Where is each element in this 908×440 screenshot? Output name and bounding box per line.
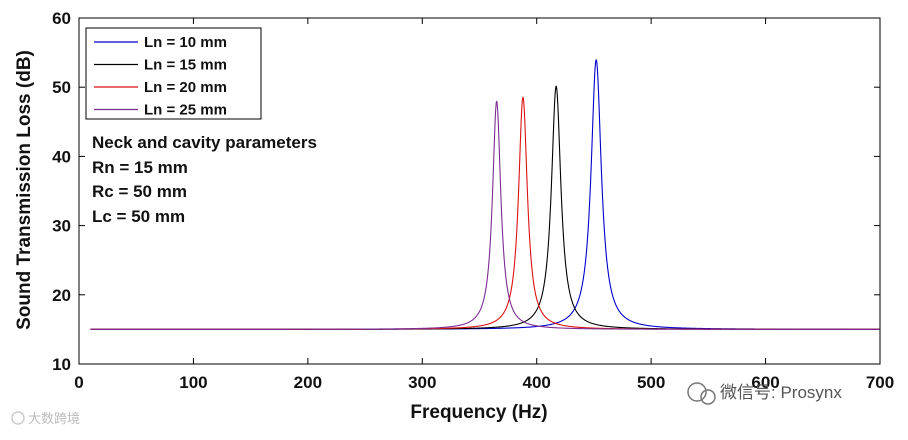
plot-frame — [78, 17, 881, 365]
x-tick-label: 100 — [179, 373, 207, 392]
x-axis-title: Frequency (Hz) — [410, 402, 547, 423]
legend: Ln = 10 mm Ln = 15 mm Ln = 20 mm Ln = 25 mm — [85, 27, 262, 120]
y-tick-label: 60 — [52, 9, 71, 28]
y-axis-title: Sound Transmission Loss (dB) — [14, 50, 35, 330]
y-tick-label: 40 — [52, 147, 71, 166]
watermark-right: 微信号: Prosynx — [687, 382, 842, 405]
x-tick-label: 200 — [294, 373, 322, 392]
watermark-left: 大数跨境 — [11, 411, 80, 426]
watermark-left-text: 大数跨境 — [28, 411, 80, 426]
legend-label: Ln = 20 mm — [144, 79, 227, 96]
series-curves — [90, 59, 880, 330]
watermark-text: 微信号: Prosynx — [720, 383, 842, 402]
annotation-title: Neck and cavity parameters — [92, 133, 317, 152]
annotation: Neck and cavity parameters Rn = 15 mm Rc… — [92, 133, 317, 226]
y-axis: 10 20 30 40 50 60 — [52, 9, 880, 374]
x-tick-label: 300 — [408, 373, 436, 392]
legend-box — [85, 27, 262, 120]
annotation-line: Rn = 15 mm — [92, 158, 188, 177]
annotation-line: Rc = 50 mm — [92, 182, 187, 201]
x-tick-label: 0 — [74, 373, 83, 392]
wechat-icon — [687, 382, 707, 402]
brand-logo-icon — [11, 411, 25, 425]
y-tick-label: 20 — [52, 286, 71, 305]
y-tick-label: 30 — [52, 217, 71, 236]
legend-items: Ln = 10 mm Ln = 15 mm Ln = 20 mm Ln = 25 mm — [94, 34, 227, 119]
legend-label: Ln = 10 mm — [144, 34, 227, 51]
x-tick-label: 400 — [523, 373, 551, 392]
legend-label: Ln = 15 mm — [144, 57, 227, 74]
x-tick-label: 700 — [866, 373, 894, 392]
x-tick-label: 500 — [637, 373, 665, 392]
y-tick-label: 10 — [52, 355, 71, 374]
series-line — [90, 100, 880, 330]
annotation-line: Lc = 50 mm — [92, 207, 185, 226]
x-axis: 0 100 200 300 400 500 600 700 — [74, 18, 894, 392]
x-tick-label: 600 — [751, 373, 779, 392]
y-tick-label: 50 — [52, 78, 71, 97]
wechat-icon — [700, 389, 716, 405]
legend-label: Ln = 25 mm — [144, 102, 227, 119]
